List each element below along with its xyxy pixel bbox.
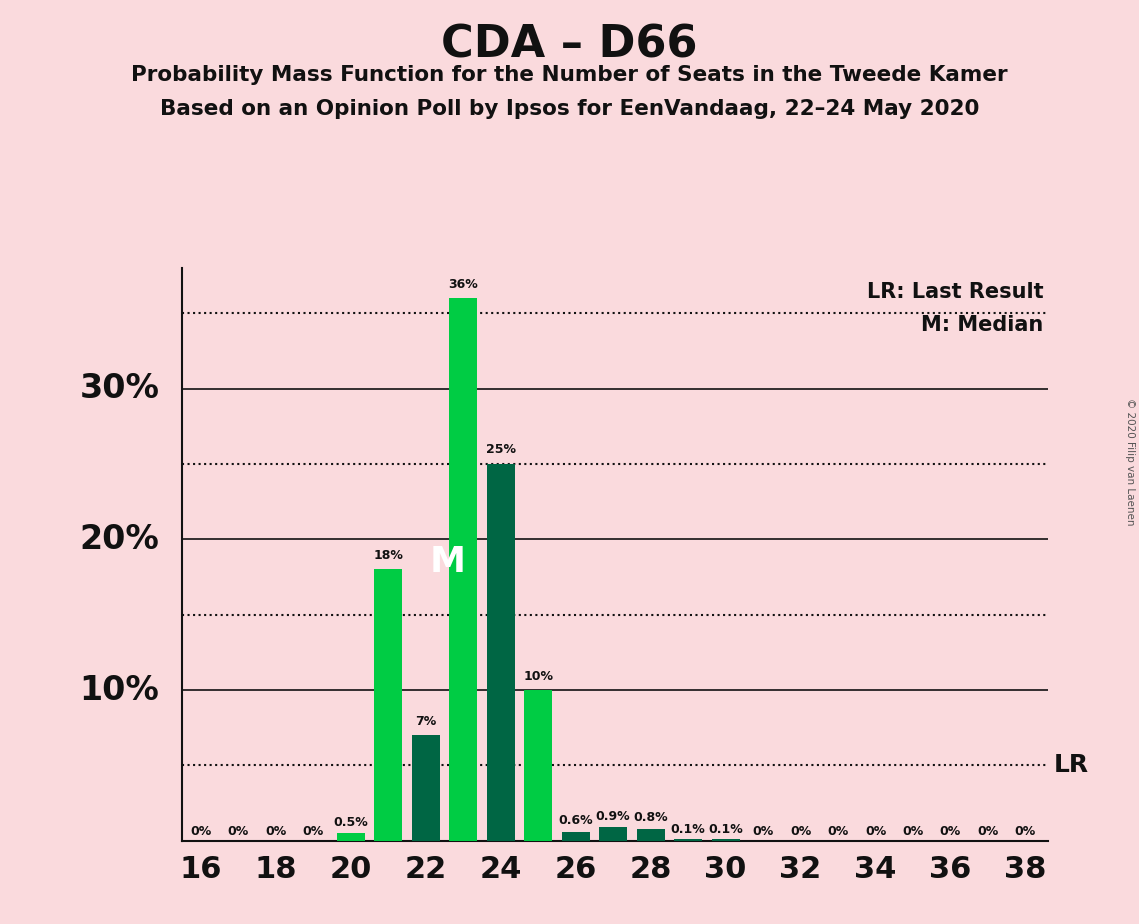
- Text: 0.8%: 0.8%: [633, 811, 667, 824]
- Text: 0%: 0%: [827, 825, 849, 838]
- Text: 20%: 20%: [80, 523, 159, 556]
- Text: 30%: 30%: [80, 372, 159, 405]
- Text: 0.5%: 0.5%: [334, 816, 368, 829]
- Text: 0.1%: 0.1%: [671, 823, 705, 836]
- Bar: [486, 464, 515, 841]
- Bar: [637, 829, 665, 841]
- Text: 0%: 0%: [1015, 825, 1036, 838]
- Bar: [449, 298, 477, 841]
- Text: 0.1%: 0.1%: [708, 823, 743, 836]
- Text: 36%: 36%: [449, 277, 478, 290]
- Text: 0%: 0%: [790, 825, 811, 838]
- Text: 18%: 18%: [374, 549, 403, 562]
- Text: 0%: 0%: [977, 825, 999, 838]
- Text: 10%: 10%: [80, 674, 159, 707]
- Text: Probability Mass Function for the Number of Seats in the Tweede Kamer: Probability Mass Function for the Number…: [131, 65, 1008, 85]
- Text: M: M: [429, 545, 466, 579]
- Text: LR: LR: [1054, 753, 1089, 777]
- Bar: [412, 736, 440, 841]
- Text: 0%: 0%: [265, 825, 287, 838]
- Bar: [524, 690, 552, 841]
- Text: 7%: 7%: [416, 715, 436, 728]
- Text: 0%: 0%: [865, 825, 886, 838]
- Bar: [375, 569, 402, 841]
- Text: 0%: 0%: [940, 825, 961, 838]
- Text: 25%: 25%: [485, 444, 516, 456]
- Text: CDA – D66: CDA – D66: [441, 23, 698, 67]
- Bar: [674, 839, 702, 841]
- Text: 10%: 10%: [523, 670, 554, 683]
- Bar: [712, 839, 739, 841]
- Bar: [562, 832, 590, 841]
- Bar: [337, 833, 364, 841]
- Text: © 2020 Filip van Laenen: © 2020 Filip van Laenen: [1125, 398, 1134, 526]
- Text: 0%: 0%: [303, 825, 323, 838]
- Bar: [599, 827, 628, 841]
- Text: LR: Last Result: LR: Last Result: [867, 283, 1043, 302]
- Text: Based on an Opinion Poll by Ipsos for EenVandaag, 22–24 May 2020: Based on an Opinion Poll by Ipsos for Ee…: [159, 99, 980, 119]
- Text: 0.6%: 0.6%: [558, 814, 593, 827]
- Text: 0%: 0%: [753, 825, 773, 838]
- Text: 0%: 0%: [902, 825, 924, 838]
- Text: 0.9%: 0.9%: [596, 809, 631, 822]
- Text: 0%: 0%: [190, 825, 212, 838]
- Text: 0%: 0%: [228, 825, 249, 838]
- Text: M: Median: M: Median: [921, 315, 1043, 334]
